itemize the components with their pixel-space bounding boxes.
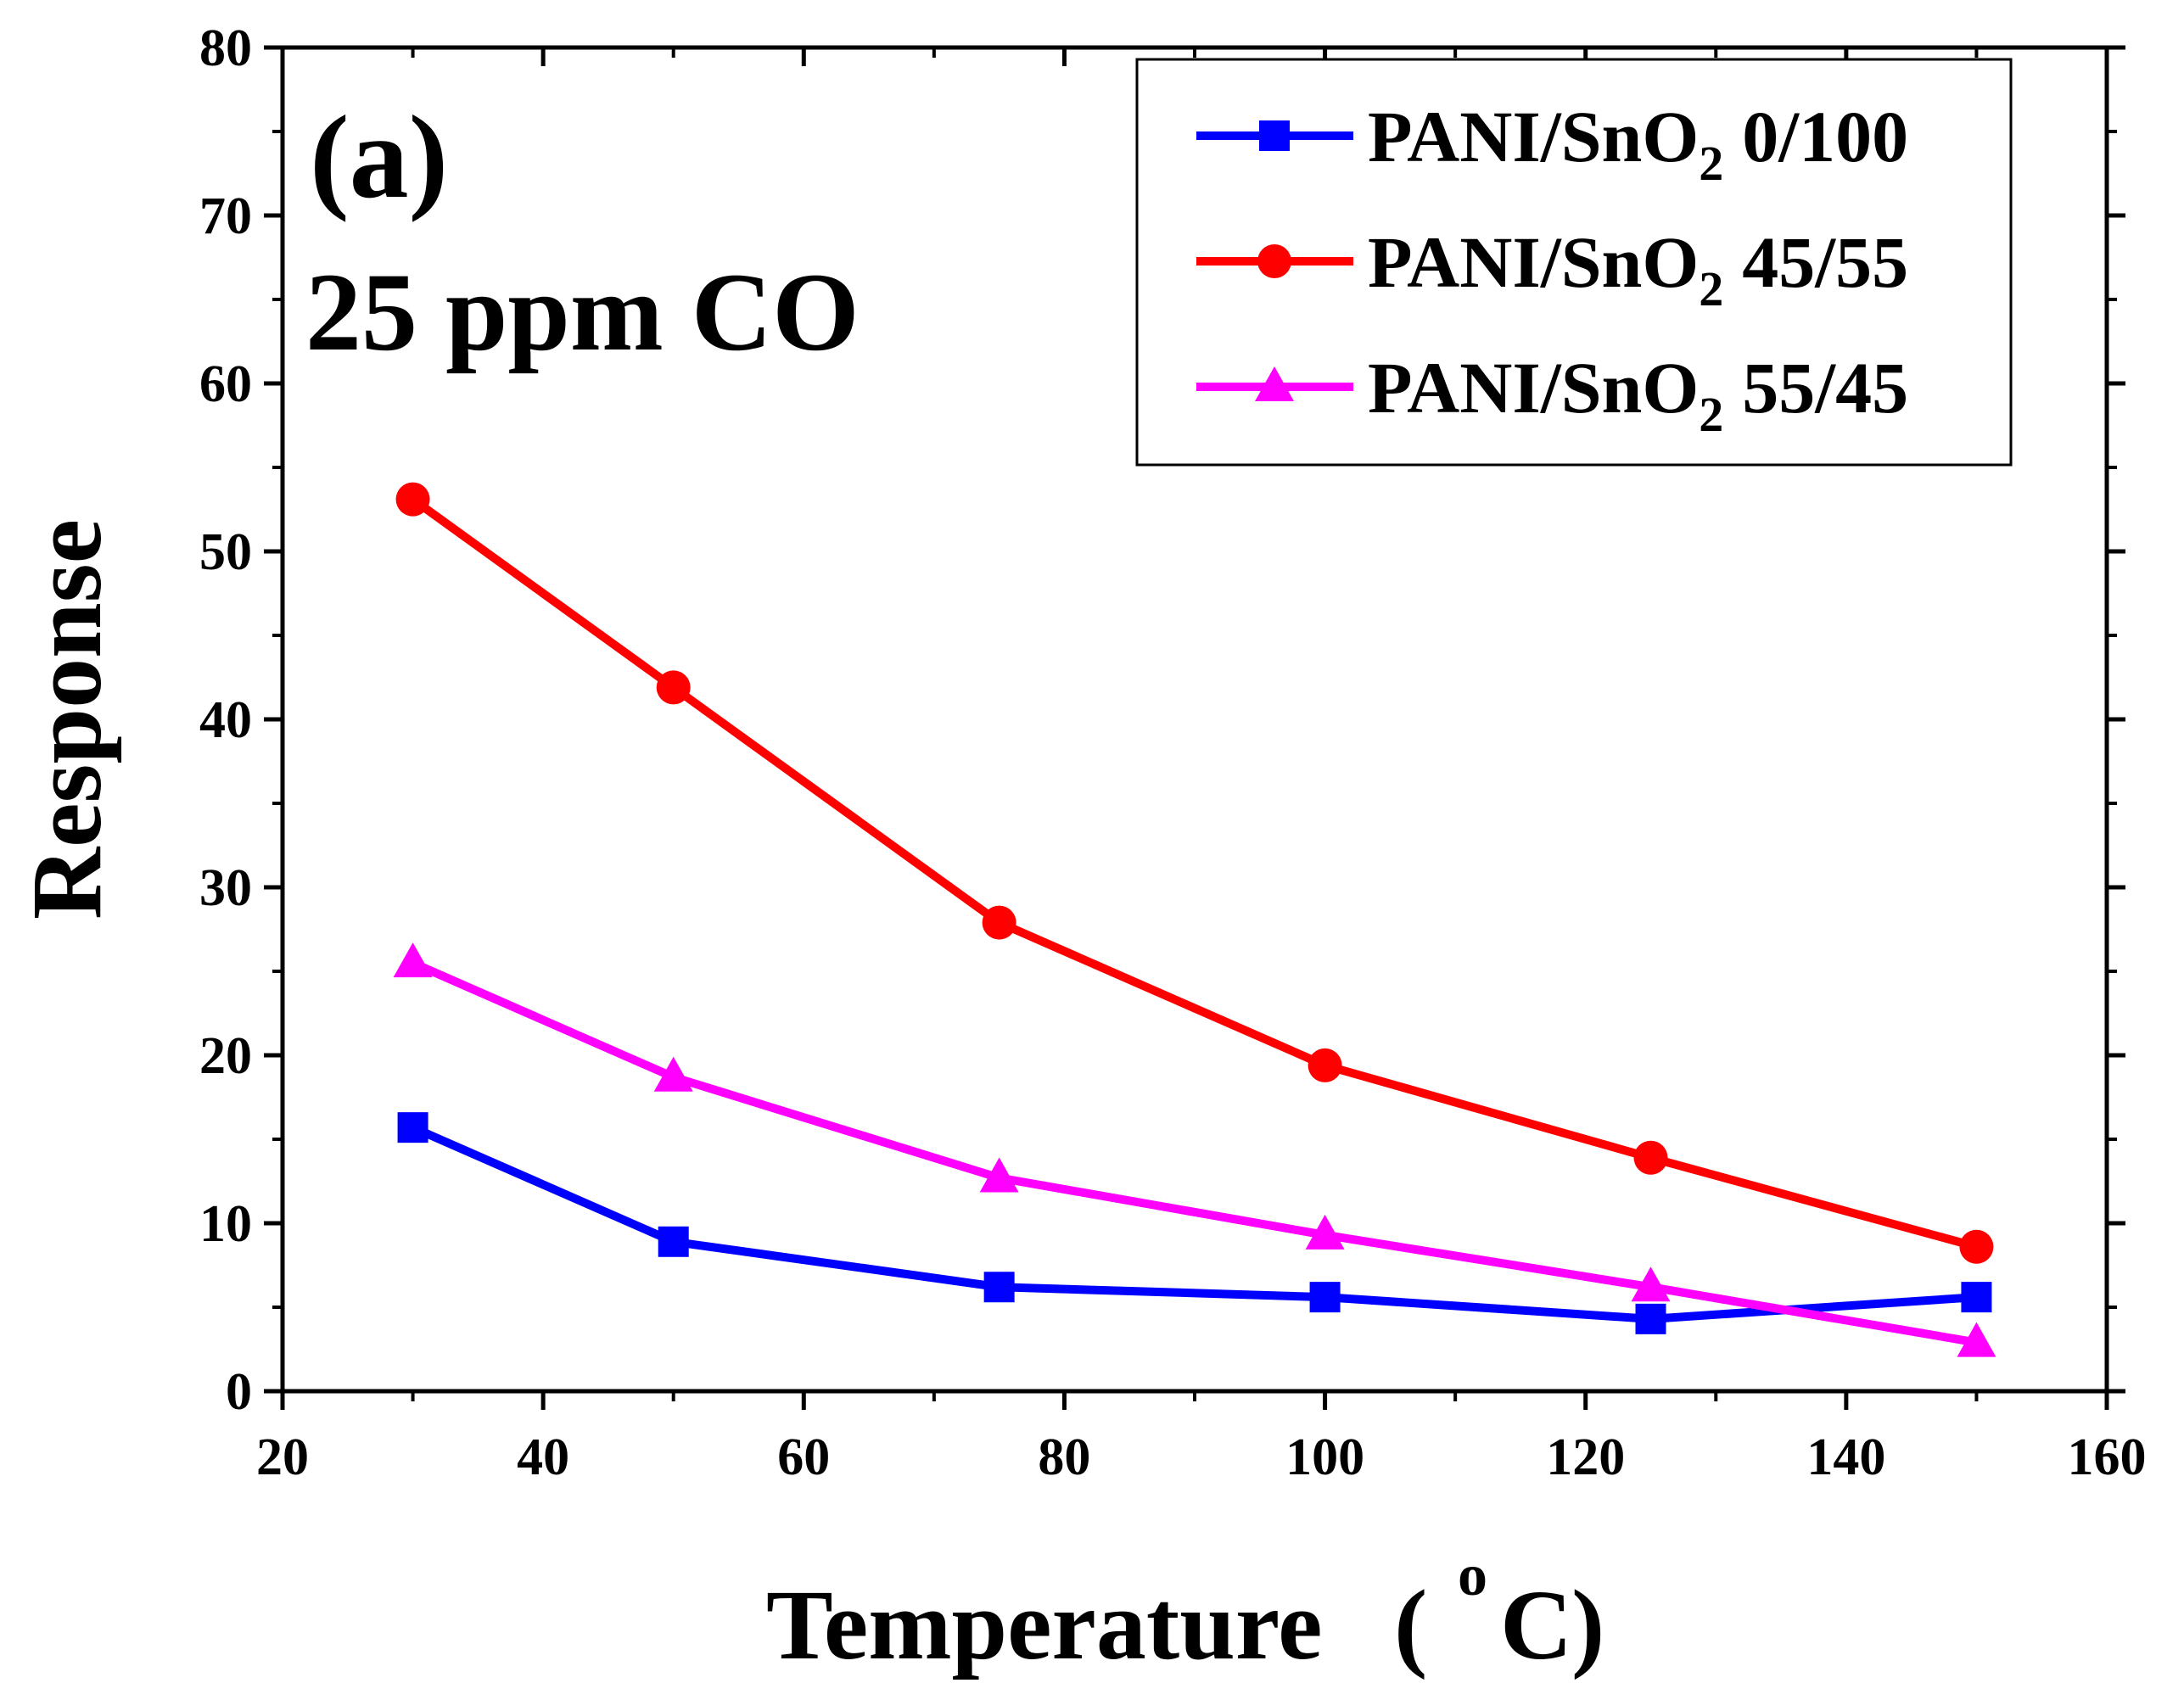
legend-label: PANI/SnO2 45/55 xyxy=(1368,221,1908,316)
x-tick-label: 20 xyxy=(256,1429,309,1486)
data-point xyxy=(1633,1140,1668,1175)
y-tick-label: 70 xyxy=(199,187,252,245)
data-point xyxy=(658,1226,689,1257)
y-axis: 0 10 20 30 40 50 60 70 80 xyxy=(199,20,2125,1421)
data-point xyxy=(656,670,691,705)
legend-item-3: PANI/SnO2 55/45 xyxy=(1196,347,1908,442)
y-axis-title: Response xyxy=(11,519,122,920)
data-point xyxy=(983,1272,1015,1303)
x-tick-label: 140 xyxy=(1806,1429,1885,1486)
data-point xyxy=(393,942,433,978)
data-point xyxy=(1959,1229,1994,1264)
y-tick-label: 80 xyxy=(199,20,252,77)
panel-label: (a) xyxy=(310,92,448,223)
legend: PANI/SnO2 0/100 PANI/SnO2 45/55 PANI/SnO2 55/… xyxy=(1135,58,2013,467)
x-tick-label: 160 xyxy=(2068,1429,2147,1486)
y-tick-label: 30 xyxy=(199,859,252,917)
y-tick-label: 0 xyxy=(226,1363,252,1421)
x-tick-label: 120 xyxy=(1546,1429,1625,1486)
series-3 xyxy=(393,942,1996,1357)
legend-swatch-marker xyxy=(1257,244,1291,278)
legend-item-1: PANI/SnO2 0/100 xyxy=(1196,96,1908,191)
x-axis-title-close-paren: ) xyxy=(1571,1569,1604,1680)
condition-label: 25 ppm CO xyxy=(305,249,860,374)
legend-swatch-marker xyxy=(1259,120,1290,151)
data-point xyxy=(1957,1322,1996,1357)
series-line xyxy=(411,959,1978,1347)
x-axis-title-unit: C xyxy=(1500,1569,1572,1680)
x-axis-title: Temperature ( o C ) xyxy=(766,1543,1604,1680)
y-tick-label: 10 xyxy=(199,1195,252,1253)
legend-label: PANI/SnO2 55/45 xyxy=(1368,347,1908,442)
data-point xyxy=(1631,1266,1671,1302)
series-line xyxy=(410,495,1978,1251)
y-tick-label: 60 xyxy=(199,355,252,413)
data-point xyxy=(979,1157,1019,1193)
x-tick-label: 80 xyxy=(1038,1429,1090,1486)
data-point xyxy=(1309,1282,1341,1313)
y-tick-label: 40 xyxy=(199,691,252,749)
series-line xyxy=(411,1123,1977,1323)
y-tick-label: 50 xyxy=(199,523,252,581)
x-axis-title-main: Temperature xyxy=(766,1569,1322,1680)
legend-item-2: PANI/SnO2 45/55 xyxy=(1196,221,1908,316)
data-point xyxy=(1635,1303,1666,1334)
x-tick-label: 100 xyxy=(1285,1429,1364,1486)
data-point xyxy=(1305,1214,1345,1250)
x-tick-label: 40 xyxy=(517,1429,569,1486)
data-point xyxy=(653,1056,693,1092)
data-point xyxy=(1308,1048,1342,1082)
legend-swatch-marker xyxy=(1255,366,1294,401)
data-point xyxy=(397,1112,428,1143)
series-1 xyxy=(397,1112,1992,1334)
x-axis-title-degree: o xyxy=(1458,1543,1487,1608)
series-2 xyxy=(395,482,1994,1264)
series-layer xyxy=(393,482,1996,1357)
x-axis-title-open-paren: ( xyxy=(1394,1569,1427,1680)
x-axis: 20 40 60 80 100 120 140 160 xyxy=(256,48,2147,1486)
data-point xyxy=(395,482,430,517)
y-tick-label: 20 xyxy=(199,1027,252,1085)
x-tick-label: 60 xyxy=(777,1429,830,1486)
legend-label: PANI/SnO2 0/100 xyxy=(1368,96,1908,191)
data-point xyxy=(1961,1282,1992,1313)
data-point xyxy=(982,905,1016,940)
